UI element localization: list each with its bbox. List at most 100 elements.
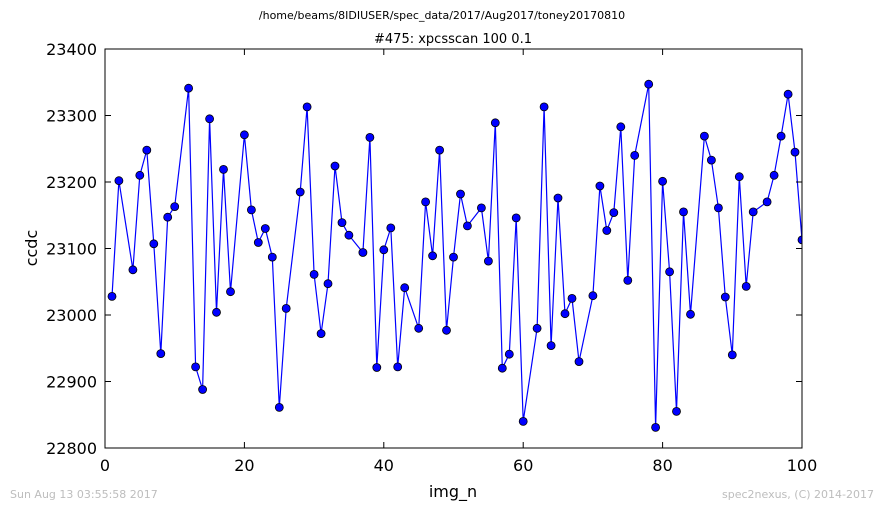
data-point: [414, 323, 424, 333]
data-point: [142, 145, 152, 155]
data-point: [623, 275, 633, 285]
data-point: [107, 291, 117, 301]
data-point: [344, 230, 354, 240]
x-tick-label: 40: [374, 456, 394, 475]
data-point: [553, 193, 563, 203]
x-tick-label: 100: [787, 456, 818, 475]
data-point: [449, 252, 458, 262]
data-point: [428, 251, 438, 261]
x-axis-label: img_n: [429, 482, 477, 502]
y-axis: 22800 22900 23000 23100 23200 23300 23400: [46, 40, 802, 458]
data-point: [483, 256, 493, 266]
data-point: [337, 218, 347, 228]
data-point: [135, 170, 145, 180]
y-tick-label: 23400: [46, 40, 97, 59]
data-point: [665, 267, 674, 277]
data-point: [497, 363, 507, 373]
data-point: [783, 89, 793, 99]
y-tick-label: 23000: [46, 306, 97, 325]
data-point: [790, 147, 800, 157]
data-point: [644, 79, 654, 89]
data-point: [651, 422, 660, 432]
data-point: [386, 223, 396, 233]
data-point: [260, 224, 270, 233]
data-point: [714, 203, 723, 213]
data-point: [393, 362, 403, 372]
data-point: [295, 187, 305, 197]
data-point: [595, 181, 605, 191]
data-point: [588, 291, 598, 301]
data-point: [435, 145, 445, 155]
data-point: [658, 176, 667, 186]
data-point: [400, 283, 410, 293]
data-point: [462, 221, 472, 231]
data-point: [281, 303, 291, 313]
plot-area: [104, 48, 803, 449]
x-tick-label: 60: [513, 456, 533, 475]
data-point: [309, 269, 319, 279]
plot-frame: [104, 48, 803, 449]
data-point: [191, 362, 201, 372]
data-point: [226, 287, 235, 297]
y-axis-label: ccdc: [22, 230, 41, 267]
data-point: [365, 132, 375, 142]
data-point: [302, 102, 312, 112]
data-point: [379, 245, 389, 255]
data-point: [504, 349, 514, 359]
data-point: [630, 150, 640, 160]
data-point: [769, 170, 779, 180]
data-point: [748, 207, 758, 217]
data-point: [707, 155, 716, 165]
x-axis: 0 20 40 60 80 100: [100, 49, 817, 475]
x-tick-label: 20: [234, 456, 254, 475]
data-point: [734, 172, 744, 182]
data-point: [253, 238, 263, 247]
data-point: [205, 114, 215, 124]
data-point: [776, 131, 786, 141]
footer-timestamp: Sun Aug 13 03:55:58 2017: [10, 488, 158, 501]
data-point: [330, 161, 340, 171]
y-tick-label: 22800: [46, 439, 97, 458]
data-point: [372, 363, 382, 372]
data-point: [609, 208, 619, 218]
data-point: [163, 212, 173, 222]
data-point: [156, 349, 166, 359]
data-point: [797, 235, 802, 245]
data-point: [274, 402, 284, 412]
data-point: [532, 323, 542, 333]
data-point: [442, 325, 451, 335]
data-point: [672, 406, 681, 416]
data-point: [421, 197, 431, 207]
data-point: [518, 416, 528, 426]
data-point: [741, 281, 751, 291]
data-point: [560, 309, 570, 319]
series-line: [111, 84, 802, 428]
data-point: [212, 307, 221, 317]
data-point: [602, 226, 612, 235]
data-point: [170, 202, 180, 212]
y-tick-label: 22900: [46, 373, 97, 392]
data-point: [456, 189, 465, 199]
data-point: [686, 309, 695, 319]
x-tick-label: 80: [652, 456, 672, 475]
data-point: [511, 213, 521, 223]
data-point: [567, 293, 577, 303]
data-point: [720, 292, 730, 302]
y-tick-label: 23200: [46, 173, 97, 192]
y-tick-label: 23300: [46, 107, 97, 126]
y-tick-label: 23100: [46, 240, 97, 259]
x-tick-label: 0: [100, 456, 110, 475]
data-point: [316, 329, 326, 339]
data-point: [762, 197, 772, 207]
data-point: [727, 350, 737, 360]
chart-title: #475: xpcsscan 100 0.1: [374, 32, 532, 47]
data-point: [476, 203, 486, 213]
data-point: [198, 385, 208, 394]
data-point: [128, 265, 138, 275]
data-point: [267, 252, 277, 262]
data-point: [546, 341, 556, 351]
data-point: [358, 248, 368, 257]
data-point: [679, 207, 688, 217]
data-point: [219, 164, 228, 174]
